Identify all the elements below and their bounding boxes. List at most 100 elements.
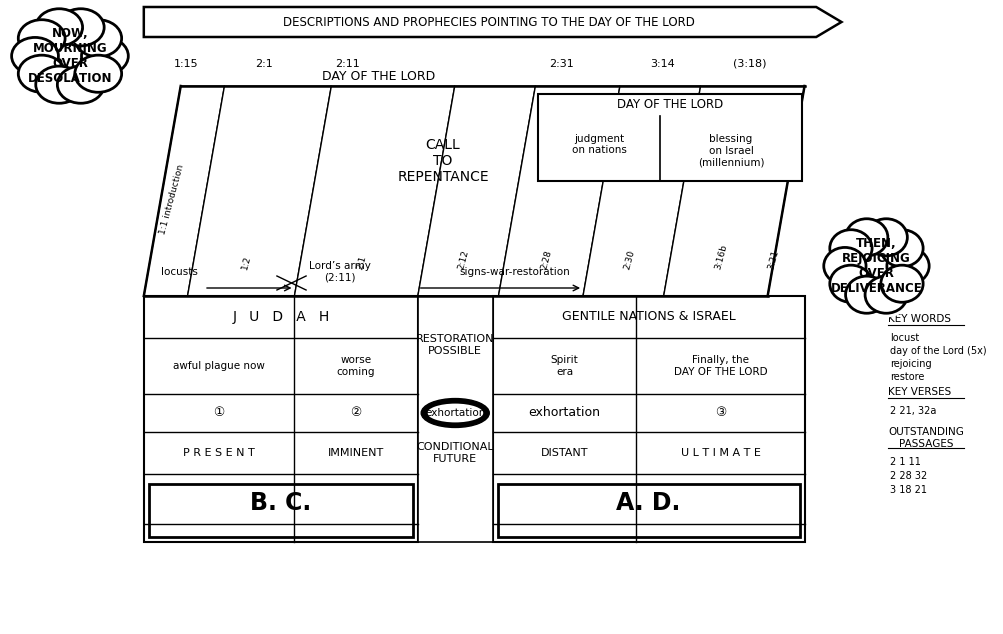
Ellipse shape bbox=[880, 265, 922, 302]
Ellipse shape bbox=[25, 20, 115, 93]
Ellipse shape bbox=[32, 66, 85, 107]
Text: exhortation: exhortation bbox=[528, 406, 600, 420]
Polygon shape bbox=[143, 86, 225, 296]
Text: P R E S E N T: P R E S E N T bbox=[184, 448, 255, 458]
Ellipse shape bbox=[862, 214, 910, 256]
Text: restore: restore bbox=[890, 372, 924, 382]
Bar bbox=[143, 296, 417, 542]
Text: DAY OF THE LORD: DAY OF THE LORD bbox=[616, 98, 722, 110]
Text: 3:14: 3:14 bbox=[650, 59, 674, 69]
Text: 2:1: 2:1 bbox=[255, 59, 273, 69]
Ellipse shape bbox=[73, 54, 126, 96]
Text: 2:11: 2:11 bbox=[335, 59, 360, 69]
Ellipse shape bbox=[13, 16, 66, 58]
Ellipse shape bbox=[36, 66, 82, 103]
Polygon shape bbox=[417, 86, 535, 296]
Text: DAY OF THE LORD: DAY OF THE LORD bbox=[322, 70, 435, 84]
Ellipse shape bbox=[824, 264, 873, 306]
Ellipse shape bbox=[886, 247, 928, 285]
Text: 1:1 introduction: 1:1 introduction bbox=[157, 164, 185, 236]
Text: NOW,
MOURNING
OVER
DESOLATION: NOW, MOURNING OVER DESOLATION bbox=[28, 27, 112, 85]
Text: U L T I M A T E: U L T I M A T E bbox=[680, 448, 759, 458]
Ellipse shape bbox=[55, 66, 108, 107]
Text: OUTSTANDING
PASSAGES: OUTSTANDING PASSAGES bbox=[888, 427, 963, 449]
Text: locusts: locusts bbox=[161, 267, 198, 277]
Ellipse shape bbox=[57, 9, 104, 46]
Ellipse shape bbox=[18, 55, 65, 93]
Ellipse shape bbox=[817, 245, 866, 287]
Text: blessing
on Israel
(millennium): blessing on Israel (millennium) bbox=[697, 134, 763, 167]
Text: CONDITIONAL
FUTURE: CONDITIONAL FUTURE bbox=[416, 442, 493, 464]
Bar bbox=[497, 484, 799, 537]
Text: locust: locust bbox=[890, 333, 919, 343]
Text: THEN,
REJOICING
OVER
DELIVERANCE: THEN, REJOICING OVER DELIVERANCE bbox=[829, 237, 922, 295]
Ellipse shape bbox=[862, 276, 910, 318]
Text: 3:16b: 3:16b bbox=[713, 243, 728, 271]
Ellipse shape bbox=[81, 37, 128, 75]
Bar bbox=[417, 296, 492, 542]
Ellipse shape bbox=[834, 230, 917, 302]
Polygon shape bbox=[188, 86, 331, 296]
Ellipse shape bbox=[886, 245, 933, 287]
Text: day of the Lord (5x): day of the Lord (5x) bbox=[890, 346, 986, 356]
Text: exhortation: exhortation bbox=[424, 408, 484, 418]
Text: GENTILE NATIONS & ISRAEL: GENTILE NATIONS & ISRAEL bbox=[561, 311, 735, 323]
Text: DISTANT: DISTANT bbox=[541, 448, 588, 458]
Ellipse shape bbox=[865, 276, 907, 313]
Ellipse shape bbox=[425, 403, 483, 424]
Text: CALL
TO
REPENTANCE: CALL TO REPENTANCE bbox=[397, 138, 488, 184]
Ellipse shape bbox=[57, 66, 104, 103]
Text: KEY WORDS: KEY WORDS bbox=[888, 314, 950, 324]
Text: 1:2: 1:2 bbox=[241, 255, 253, 271]
Text: ①: ① bbox=[214, 406, 225, 420]
Ellipse shape bbox=[845, 219, 887, 256]
Ellipse shape bbox=[879, 226, 927, 268]
Text: 2:28: 2:28 bbox=[540, 249, 553, 271]
Ellipse shape bbox=[822, 247, 866, 285]
Ellipse shape bbox=[865, 219, 907, 256]
Text: 3 18 21: 3 18 21 bbox=[890, 485, 926, 495]
Ellipse shape bbox=[879, 264, 927, 306]
Text: IMMINENT: IMMINENT bbox=[328, 448, 384, 458]
Polygon shape bbox=[497, 86, 619, 296]
Text: worse
coming: worse coming bbox=[337, 355, 375, 377]
Polygon shape bbox=[294, 86, 454, 296]
Bar bbox=[148, 484, 412, 537]
Bar bbox=[492, 296, 803, 542]
Text: ③: ③ bbox=[714, 406, 725, 420]
Text: rejoicing: rejoicing bbox=[890, 359, 931, 369]
Ellipse shape bbox=[828, 230, 872, 267]
Text: B. C.: B. C. bbox=[250, 491, 311, 515]
Polygon shape bbox=[143, 7, 841, 37]
Ellipse shape bbox=[31, 27, 109, 84]
Ellipse shape bbox=[824, 226, 873, 268]
Ellipse shape bbox=[421, 399, 488, 427]
Ellipse shape bbox=[842, 276, 889, 318]
Polygon shape bbox=[538, 94, 800, 181]
Text: KEY VERSES: KEY VERSES bbox=[888, 387, 951, 397]
Text: 2 1 11: 2 1 11 bbox=[890, 457, 920, 467]
Ellipse shape bbox=[845, 276, 887, 313]
Text: ②: ② bbox=[350, 406, 361, 420]
Text: 3:21: 3:21 bbox=[765, 249, 779, 271]
Text: 2 28 32: 2 28 32 bbox=[890, 471, 927, 481]
Ellipse shape bbox=[18, 20, 65, 57]
Ellipse shape bbox=[73, 16, 126, 58]
Text: (3:18): (3:18) bbox=[732, 59, 766, 69]
Text: 1:15: 1:15 bbox=[175, 59, 199, 69]
Ellipse shape bbox=[842, 214, 889, 256]
Text: 2:30: 2:30 bbox=[622, 249, 636, 271]
Text: judgment
on nations: judgment on nations bbox=[572, 134, 626, 155]
Polygon shape bbox=[143, 86, 803, 296]
Polygon shape bbox=[583, 86, 700, 296]
Text: J   U   D   A   H: J U D A H bbox=[232, 310, 329, 324]
Ellipse shape bbox=[6, 36, 59, 77]
Text: 2:31: 2:31 bbox=[549, 59, 574, 69]
Ellipse shape bbox=[828, 265, 872, 302]
Ellipse shape bbox=[12, 37, 58, 75]
Ellipse shape bbox=[841, 237, 911, 295]
Text: signs-war-restoration: signs-war-restoration bbox=[459, 267, 570, 277]
Text: 2:12: 2:12 bbox=[456, 249, 470, 271]
Text: Lord’s army
(2:11): Lord’s army (2:11) bbox=[309, 261, 371, 283]
Polygon shape bbox=[663, 86, 803, 296]
